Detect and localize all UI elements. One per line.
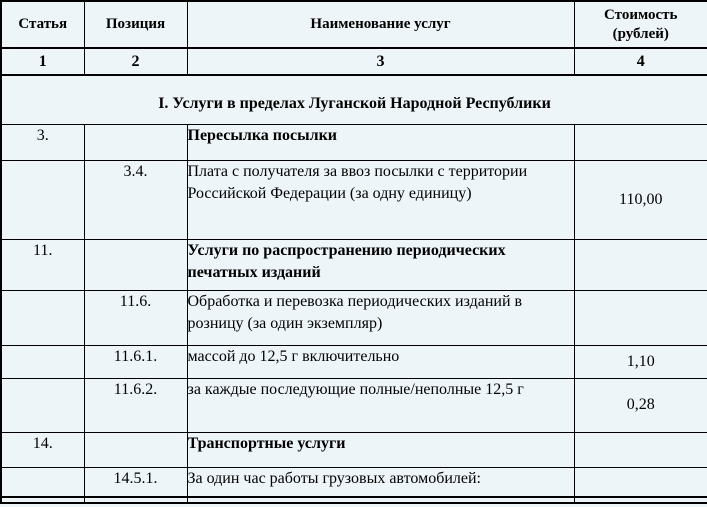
cell-position: 14.5.1. (83, 466, 188, 498)
column-header-cost: Стоимость (рублей) (573, 0, 707, 49)
table-row: 11.6.1. массой до 12,5 г включительно 1,… (0, 344, 707, 379)
cell-article (0, 377, 85, 433)
cell-position (83, 496, 188, 504)
column-header-position: Позиция (83, 0, 188, 49)
cell-cost (573, 123, 707, 161)
cell-article: 3. (0, 123, 85, 161)
table-row: 3.4. Плата с получателя за ввоз посылки … (0, 159, 707, 240)
column-number-1: 1 (0, 47, 85, 76)
table-header-row: Статья Позиция Наименование услуг Стоимо… (0, 0, 707, 49)
column-header-name: Наименование услуг (186, 0, 575, 49)
cell-position (83, 238, 188, 291)
cell-service-name: массой до 12,5 г включительно (186, 344, 575, 379)
cell-cost (573, 466, 707, 498)
clipped-table-row (0, 496, 707, 504)
cell-service-name: Обработка и перевозка периодических изда… (186, 289, 575, 346)
cell-service-name: Услуги по распространению периодических … (186, 238, 575, 291)
table-row: 11.6. Обработка и перевозка периодически… (0, 289, 707, 346)
column-header-article: Статья (0, 0, 85, 49)
table-row: 11. Услуги по распространению периодичес… (0, 238, 707, 291)
cell-article (0, 344, 85, 379)
cell-cost (573, 238, 707, 291)
cell-article (0, 466, 85, 498)
cell-cost (573, 496, 707, 504)
column-number-4: 4 (573, 47, 707, 76)
cell-article: 11. (0, 238, 85, 291)
cell-service-name: Плата с получателя за ввоз посылки с тер… (186, 159, 575, 240)
column-number-2: 2 (83, 47, 188, 76)
cell-article (0, 159, 85, 240)
table-row: 14.5.1. За один час работы грузовых авто… (0, 466, 707, 498)
cell-service-name: Пересылка посылки (186, 123, 575, 161)
section-title: I. Услуги в пределах Луганской Народной … (0, 74, 707, 125)
cell-article (0, 289, 85, 346)
column-number-3: 3 (186, 47, 575, 76)
cell-position: 3.4. (83, 159, 188, 240)
cell-position: 11.6.1. (83, 344, 188, 379)
table-row: 3. Пересылка посылки (0, 123, 707, 161)
cell-article: 14. (0, 431, 85, 468)
column-number-row: 1 2 3 4 (0, 47, 707, 76)
table-row: 14. Транспортные услуги (0, 431, 707, 468)
cell-position: 11.6. (83, 289, 188, 346)
section-title-row: I. Услуги в пределах Луганской Народной … (0, 74, 707, 125)
cell-position (83, 123, 188, 161)
table-row: 11.6.2. за каждые последующие полные/неп… (0, 377, 707, 433)
cell-position: 11.6.2. (83, 377, 188, 433)
cell-article (0, 496, 85, 504)
cell-service-name (186, 496, 575, 504)
cell-service-name: Транспортные услуги (186, 431, 575, 468)
cell-service-name: За один час работы грузовых автомобилей: (186, 466, 575, 498)
cell-cost: 110,00 (573, 159, 707, 240)
cell-service-name: за каждые последующие полные/неполные 12… (186, 377, 575, 433)
cell-cost: 1,10 (573, 344, 707, 379)
cell-cost (573, 431, 707, 468)
cell-cost (573, 289, 707, 346)
cell-position (83, 431, 188, 468)
cell-cost: 0,28 (573, 377, 707, 433)
